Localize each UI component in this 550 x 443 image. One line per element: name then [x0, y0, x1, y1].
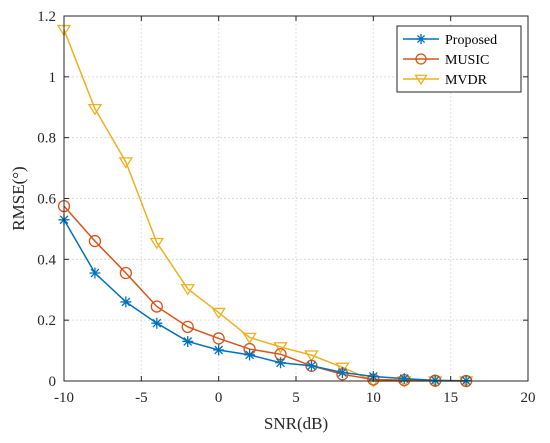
- x-tick-label: -10: [54, 390, 74, 406]
- data-point-mvdr: [304, 350, 319, 362]
- legend-marker: [414, 74, 428, 86]
- x-tick-label: 15: [443, 390, 458, 406]
- y-tick-label: 0.8: [37, 131, 56, 147]
- data-point-proposed: [275, 357, 287, 369]
- data-point-proposed: [151, 317, 163, 329]
- x-tick-label: 20: [521, 390, 536, 406]
- data-point-music: [181, 320, 194, 334]
- data-point-mvdr: [118, 157, 134, 169]
- data-point-proposed: [89, 267, 101, 279]
- data-point-music: [212, 332, 225, 345]
- y-tick-label: 0: [49, 374, 57, 390]
- data-point-proposed: [120, 296, 132, 308]
- data-point-mvdr: [335, 362, 350, 375]
- data-point-mvdr: [87, 103, 103, 116]
- data-point-music: [119, 266, 133, 280]
- legend-marker: [415, 53, 427, 65]
- data-point-proposed: [244, 349, 256, 361]
- y-tick-label: 0.2: [37, 313, 56, 329]
- legend-marker: [416, 34, 426, 44]
- data-point-proposed: [398, 373, 410, 385]
- y-tick-label: 0.6: [37, 192, 56, 208]
- data-point-mvdr: [149, 237, 165, 250]
- x-tick-label: 10: [366, 390, 381, 406]
- x-tick-label: 5: [292, 390, 300, 406]
- legend-entry-music: MUSIC: [403, 53, 489, 68]
- legend-label: MUSIC: [445, 53, 489, 68]
- x-tick-label: 0: [215, 390, 223, 406]
- legend-entry-proposed: Proposed: [403, 33, 497, 48]
- y-tick-label: 0.4: [37, 252, 56, 268]
- legend-label: Proposed: [445, 33, 497, 48]
- y-tick-label: 1.2: [37, 9, 56, 25]
- x-tick-label: -5: [135, 390, 148, 406]
- data-point-music: [150, 300, 163, 313]
- legend-entry-mvdr: MVDR: [403, 73, 488, 88]
- data-point-mvdr: [211, 307, 226, 320]
- data-point-proposed: [182, 335, 194, 347]
- legend-label: MVDR: [445, 73, 488, 88]
- axis-ticks: -10 -5 0 5 10 15 20 0 0.2 0.4 0.6 0.8 1 1.2: [37, 9, 535, 406]
- data-point-music: [88, 234, 102, 248]
- data-point-proposed: [305, 360, 317, 372]
- data-point-mvdr: [180, 284, 195, 296]
- y-axis-label: RMSE(°): [9, 166, 28, 230]
- data-point-mvdr: [242, 332, 257, 345]
- data-point-proposed: [429, 374, 441, 386]
- legend: Proposed MUSIC MVDR: [396, 25, 522, 93]
- x-axis-label: SNR(dB): [264, 414, 328, 433]
- data-point-mvdr: [273, 342, 288, 354]
- data-point-proposed: [213, 344, 225, 356]
- data-point-proposed: [336, 366, 348, 378]
- y-tick-label: 1: [49, 70, 57, 86]
